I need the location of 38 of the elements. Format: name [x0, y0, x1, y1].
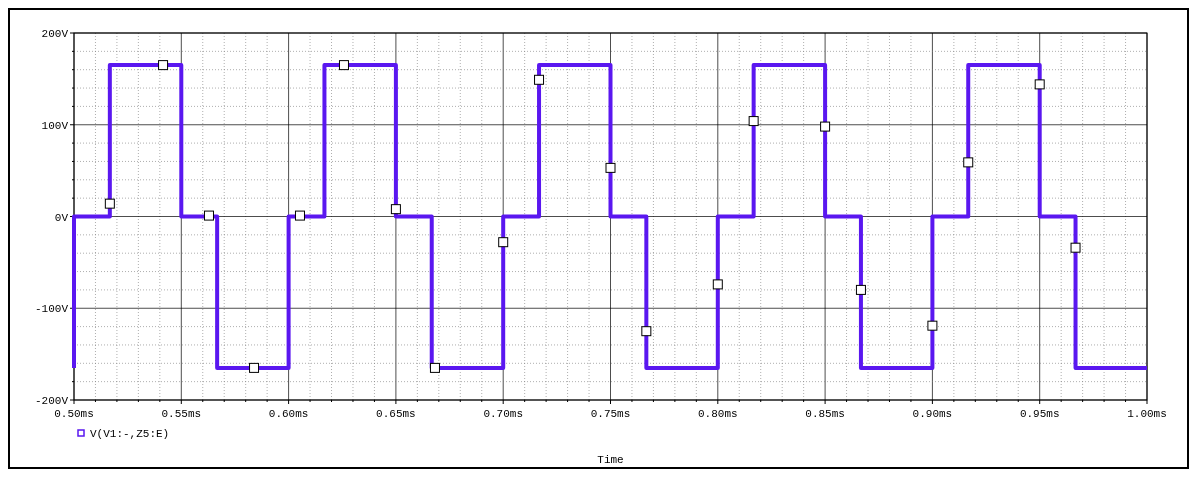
x-tick-label: 0.90ms: [912, 408, 953, 420]
point: [534, 74, 545, 85]
point: [748, 116, 759, 127]
x-tick-label: 0.60ms: [268, 408, 309, 420]
point: [712, 279, 723, 290]
point: [338, 60, 349, 71]
point: [963, 157, 974, 168]
x-tick-label: 0.95ms: [1019, 408, 1060, 420]
point: [294, 210, 305, 221]
point: [820, 121, 831, 132]
point: [249, 362, 260, 373]
point: [855, 284, 866, 295]
point: [429, 362, 440, 373]
x-tick-label: 0.50ms: [54, 408, 94, 420]
point: [203, 210, 214, 221]
y-tick-label: 200V: [41, 28, 69, 40]
x-tick-label: 0.70ms: [483, 408, 523, 420]
y-tick-label: 0V: [54, 211, 69, 224]
point: [498, 237, 509, 248]
x-tick-label: 0.55ms: [161, 408, 202, 420]
x-tick-label: 1.00ms: [1127, 408, 1167, 420]
point: [390, 204, 401, 215]
x-tick-label: 0.75ms: [590, 408, 631, 420]
x-tick-label: 0.80ms: [698, 408, 738, 420]
point: [1034, 79, 1045, 90]
point: [158, 60, 169, 71]
legend-label: V(V1:-,Z5:E): [90, 428, 170, 440]
y-tick-label: 100V: [41, 119, 69, 132]
point: [641, 326, 652, 337]
y-tick-label: -100V: [34, 303, 69, 316]
point: [605, 162, 616, 173]
x-axis-title: Time: [597, 454, 624, 466]
x-tick-label: 0.65ms: [376, 408, 416, 420]
y-tick-label: -200V: [34, 395, 69, 407]
point: [104, 198, 115, 209]
point: [1070, 242, 1081, 253]
x-tick-label: 0.85ms: [805, 408, 845, 420]
point: [927, 320, 938, 331]
